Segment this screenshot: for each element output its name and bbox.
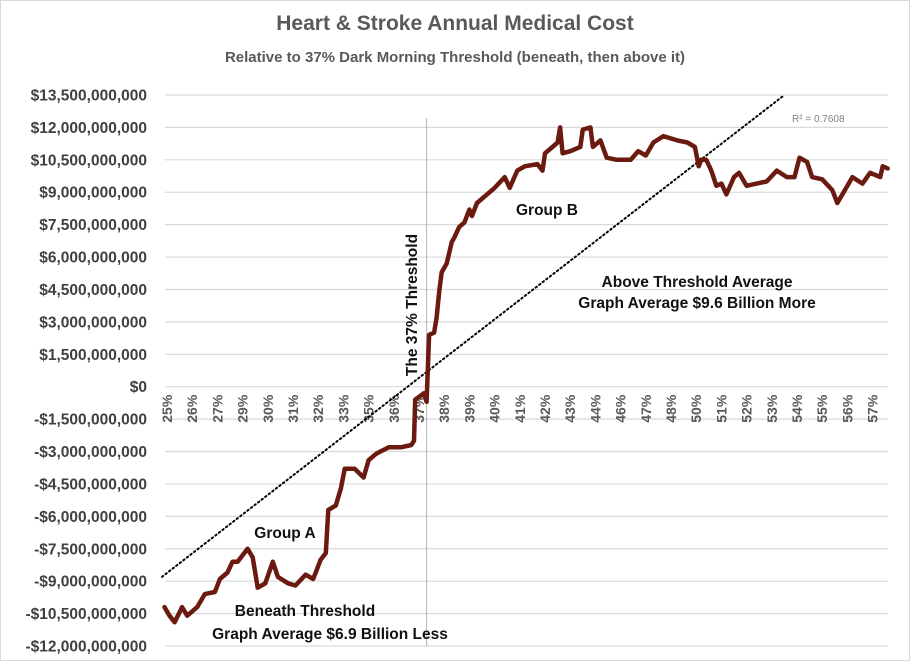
x-tick-label: 40% xyxy=(487,394,503,423)
x-tick-label: 38% xyxy=(436,394,452,423)
y-tick-label: -$4,500,000,000 xyxy=(34,476,147,493)
x-tick-label: 53% xyxy=(764,394,780,423)
y-axis-tick-labels: $13,500,000,000 $12,000,000,000 $10,500,00… xyxy=(25,88,147,656)
x-tick-label: 46% xyxy=(613,394,629,423)
y-tick-label: $6,000,000,000 xyxy=(39,250,147,267)
y-tick-label: $0 xyxy=(130,379,147,396)
x-tick-label: 48% xyxy=(663,394,679,423)
x-tick-label: 43% xyxy=(562,394,578,423)
x-tick-label: 41% xyxy=(512,394,528,423)
chart-subtitle: Relative to 37% Dark Morning Threshold (… xyxy=(225,49,685,66)
y-tick-label: -$12,000,000,000 xyxy=(25,639,147,656)
gridlines xyxy=(165,94,888,647)
x-tick-label: 39% xyxy=(461,394,477,423)
x-tick-label: 25% xyxy=(159,394,175,423)
series-line xyxy=(162,125,890,625)
x-tick-label: 30% xyxy=(260,394,276,423)
group-b-label: Group B xyxy=(516,202,578,219)
x-tick-label: 29% xyxy=(235,394,251,423)
y-tick-label: $9,000,000,000 xyxy=(39,185,147,202)
y-tick-label: -$6,000,000,000 xyxy=(34,509,147,526)
r-squared-label: R² = 0.7608 xyxy=(792,114,845,125)
above-average-label: Graph Average $9.6 Billion More xyxy=(578,295,816,312)
chart-title: Heart & Stroke Annual Medical Cost xyxy=(276,12,633,35)
y-tick-label: $7,500,000,000 xyxy=(39,217,147,234)
y-tick-label: $3,000,000,000 xyxy=(39,314,147,331)
x-tick-label: 50% xyxy=(688,394,704,423)
x-tick-label: 44% xyxy=(587,394,603,423)
beneath-average-label: Graph Average $6.9 Billion Less xyxy=(212,626,448,643)
x-tick-label: 42% xyxy=(537,394,553,423)
y-tick-label: $10,500,000,000 xyxy=(31,152,147,169)
above-threshold-label: Above Threshold Average xyxy=(602,274,793,291)
x-tick-label: 54% xyxy=(789,394,805,423)
x-tick-label: 52% xyxy=(739,394,755,423)
x-tick-label: 32% xyxy=(310,394,326,423)
y-tick-label: $1,500,000,000 xyxy=(39,347,147,364)
x-tick-label: 47% xyxy=(638,394,654,423)
y-tick-label: $12,000,000,000 xyxy=(31,120,147,137)
x-tick-label: 35% xyxy=(361,394,377,423)
x-tick-label: 55% xyxy=(814,394,830,423)
series-group xyxy=(162,125,890,625)
y-tick-label: $4,500,000,000 xyxy=(39,282,147,299)
y-tick-label: $13,500,000,000 xyxy=(31,88,147,105)
y-tick-label: -$9,000,000,000 xyxy=(34,574,147,591)
threshold-label: The 37% Threshold xyxy=(404,234,421,376)
x-tick-label: 26% xyxy=(184,394,200,423)
y-tick-label: -$10,500,000,000 xyxy=(25,606,147,623)
trendline xyxy=(160,94,786,578)
y-tick-label: -$1,500,000,000 xyxy=(34,412,147,429)
y-tick-label: -$3,000,000,000 xyxy=(34,444,147,461)
x-tick-label: 31% xyxy=(285,394,301,423)
x-tick-label: 33% xyxy=(335,394,351,423)
group-a-label: Group A xyxy=(254,525,315,542)
x-tick-label: 51% xyxy=(713,394,729,423)
beneath-threshold-label: Beneath Threshold xyxy=(235,603,375,620)
x-tick-label: 27% xyxy=(209,394,225,423)
x-tick-label: 56% xyxy=(839,394,855,423)
x-axis-tick-labels: 25% 26% 27% 29% 30% 31% 32% 33% 35% 36% 37% 38% 39% 4… xyxy=(159,394,881,423)
y-tick-label: -$7,500,000,000 xyxy=(34,541,147,558)
x-tick-label: 57% xyxy=(865,394,881,423)
